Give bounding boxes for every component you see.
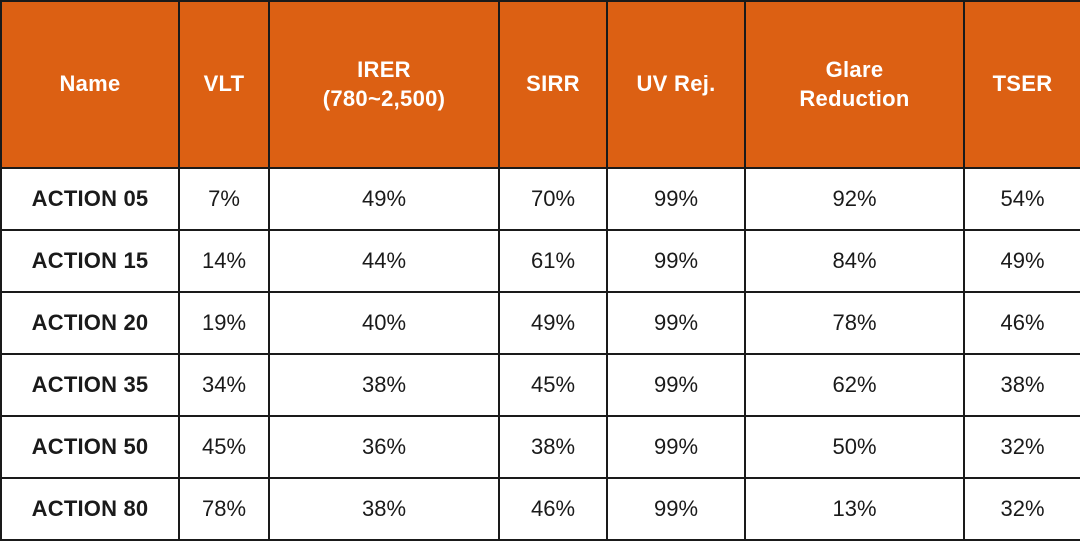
cell-uv: 99% <box>606 167 746 231</box>
cell-vlt: 14% <box>178 229 270 293</box>
header-sirr: SIRR <box>498 0 608 169</box>
cell-glare: 92% <box>744 167 965 231</box>
cell-name: ACTION 05 <box>0 167 180 231</box>
cell-sirr: 38% <box>498 415 608 479</box>
cell-tser: 38% <box>963 353 1080 417</box>
cell-sirr: 46% <box>498 477 608 541</box>
cell-glare: 84% <box>744 229 965 293</box>
header-glare: Glare Reduction <box>744 0 965 169</box>
cell-vlt: 78% <box>178 477 270 541</box>
cell-irer: 38% <box>268 353 500 417</box>
cell-glare: 50% <box>744 415 965 479</box>
table-row: ACTION 15 14% 44% 61% 99% 84% 49% <box>0 229 1080 293</box>
cell-name: ACTION 80 <box>0 477 180 541</box>
header-irer-line2: (780~2,500) <box>322 85 446 111</box>
cell-name: ACTION 15 <box>0 229 180 293</box>
cell-glare: 78% <box>744 291 965 355</box>
table-row: ACTION 20 19% 40% 49% 99% 78% 46% <box>0 291 1080 355</box>
cell-vlt: 34% <box>178 353 270 417</box>
header-glare-line2: Reduction <box>799 85 910 111</box>
table-row: ACTION 80 78% 38% 46% 99% 13% 32% <box>0 477 1080 541</box>
cell-vlt: 19% <box>178 291 270 355</box>
cell-name: ACTION 20 <box>0 291 180 355</box>
header-irer: IRER (780~2,500) <box>268 0 500 169</box>
cell-sirr: 70% <box>498 167 608 231</box>
cell-tser: 46% <box>963 291 1080 355</box>
cell-tser: 32% <box>963 415 1080 479</box>
header-uv: UV Rej. <box>606 0 746 169</box>
header-irer-line1: IRER <box>357 56 411 82</box>
cell-sirr: 49% <box>498 291 608 355</box>
cell-irer: 44% <box>268 229 500 293</box>
cell-sirr: 61% <box>498 229 608 293</box>
cell-irer: 38% <box>268 477 500 541</box>
table-row: ACTION 05 7% 49% 70% 99% 92% 54% <box>0 167 1080 231</box>
cell-glare: 62% <box>744 353 965 417</box>
cell-sirr: 45% <box>498 353 608 417</box>
header-name: Name <box>0 0 180 169</box>
cell-uv: 99% <box>606 229 746 293</box>
cell-uv: 99% <box>606 291 746 355</box>
cell-vlt: 45% <box>178 415 270 479</box>
cell-glare: 13% <box>744 477 965 541</box>
header-tser: TSER <box>963 0 1080 169</box>
cell-irer: 49% <box>268 167 500 231</box>
table-row: ACTION 35 34% 38% 45% 99% 62% 38% <box>0 353 1080 417</box>
cell-name: ACTION 35 <box>0 353 180 417</box>
header-row: Name VLT IRER (780~2,500) SIRR UV Rej. G… <box>0 0 1080 169</box>
cell-irer: 40% <box>268 291 500 355</box>
cell-uv: 99% <box>606 477 746 541</box>
cell-tser: 49% <box>963 229 1080 293</box>
header-vlt: VLT <box>178 0 270 169</box>
header-glare-line1: Glare <box>825 56 884 82</box>
cell-uv: 99% <box>606 353 746 417</box>
cell-irer: 36% <box>268 415 500 479</box>
cell-uv: 99% <box>606 415 746 479</box>
table-row: ACTION 50 45% 36% 38% 99% 50% 32% <box>0 415 1080 479</box>
cell-name: ACTION 50 <box>0 415 180 479</box>
cell-vlt: 7% <box>178 167 270 231</box>
cell-tser: 54% <box>963 167 1080 231</box>
cell-tser: 32% <box>963 477 1080 541</box>
